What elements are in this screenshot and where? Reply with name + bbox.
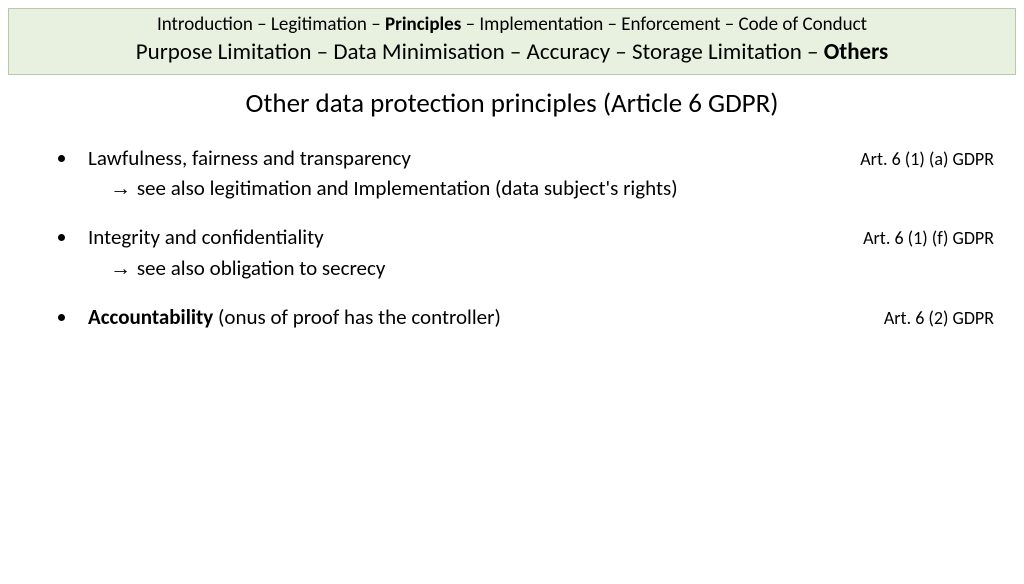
list-item: Lawfulness, fairness and transparency Art… (78, 144, 994, 204)
slide-title: Other data protection principles (Articl… (0, 87, 1024, 120)
text-segment: (onus of proof has the controller) (213, 304, 501, 330)
text-segment: Integrity and confidentiality (88, 224, 324, 250)
text-segment: Principles (385, 13, 461, 36)
breadcrumb-line-2: Purpose Limitation – Data Minimisation –… (9, 38, 1015, 68)
list-item: Integrity and confidentiality Art. 6 (1) … (78, 223, 994, 283)
text-segment: – Implementation – Enforcement – Code of… (461, 13, 867, 36)
text-segment: Others (824, 38, 889, 66)
item-row: Integrity and confidentiality Art. 6 (1) … (88, 223, 994, 251)
item-reference: Art. 6 (1) (a) GDPR (840, 147, 994, 171)
text-segment: Accountability (88, 304, 213, 330)
item-reference: Art. 6 (1) (f) GDPR (843, 226, 994, 250)
breadcrumb-line-1: Introduction – Legitimation – Principles… (9, 13, 1015, 38)
principles-list: Lawfulness, fairness and transparency Art… (60, 144, 994, 332)
slide-body: Lawfulness, fairness and transparency Art… (0, 144, 1024, 332)
subtext-label: see also legitimation and Implementation… (137, 175, 678, 201)
subtext-label: see also obligation to secrecy (137, 255, 386, 281)
item-row: Lawfulness, fairness and transparency Art… (88, 144, 994, 172)
arrow-icon: → (110, 177, 137, 200)
item-main: Lawfulness, fairness and transparency (88, 144, 840, 172)
text-segment: Purpose Limitation – Data Minimisation –… (136, 38, 824, 66)
item-subtext: → see also legitimation and Implementati… (88, 174, 994, 203)
text-segment: Lawfulness, fairness and transparency (88, 145, 411, 171)
list-item: Accountability (onus of proof has the co… (78, 303, 994, 331)
breadcrumb-header: Introduction – Legitimation – Principles… (8, 8, 1016, 75)
item-reference: Art. 6 (2) GDPR (864, 306, 994, 330)
item-main: Accountability (onus of proof has the co… (88, 303, 864, 331)
item-row: Accountability (onus of proof has the co… (88, 303, 994, 331)
text-segment: Introduction – Legitimation – (157, 13, 385, 36)
arrow-icon: → (110, 257, 137, 280)
item-subtext: → see also obligation to secrecy (88, 254, 994, 283)
item-main: Integrity and confidentiality (88, 223, 843, 251)
